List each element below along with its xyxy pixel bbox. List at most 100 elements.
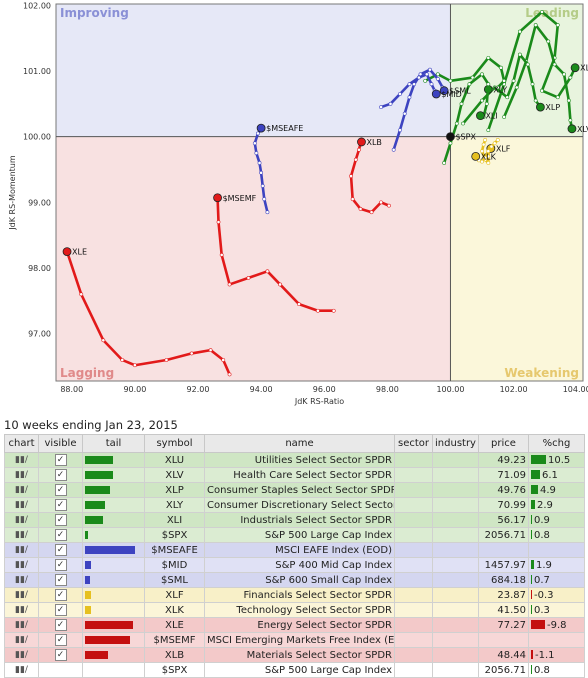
tail-point — [79, 292, 84, 297]
symbol-cell: $MSEAFE — [144, 542, 205, 558]
visible-checkbox[interactable]: ✓ — [54, 574, 67, 586]
visible-checkbox[interactable]: ✓ — [54, 529, 67, 541]
x-tick-label: 92.00 — [187, 385, 210, 394]
pct-change-cell: -9.8 — [528, 617, 585, 633]
series-label: XLF — [496, 144, 511, 153]
series-label: XLU — [580, 64, 588, 73]
chart-link-icon[interactable]: ▮▮/ — [4, 647, 39, 663]
visible-checkbox[interactable]: ✓ — [54, 619, 67, 631]
table-row[interactable]: ▮▮/ ✓ XLU Utilities Select Sector SPDR 49.23… — [4, 452, 585, 468]
tail-length-bar[interactable] — [85, 500, 105, 509]
series-tail-line — [349, 140, 391, 214]
symbol-cell: XLV — [144, 467, 205, 483]
tail-length-bar[interactable] — [85, 470, 113, 479]
visible-checkbox[interactable]: ✓ — [54, 514, 67, 526]
table-row[interactable]: ▮▮/ ✓ XLE Energy Select Sector SPDR 77.27 -9.… — [4, 617, 585, 633]
visible-checkbox[interactable]: ✓ — [54, 499, 67, 511]
visible-checkbox[interactable]: ✓ — [54, 544, 67, 556]
symbol-cell: XLF — [144, 587, 205, 603]
chart-link-icon[interactable]: ▮▮/ — [4, 602, 39, 618]
col-header-sector[interactable]: sector — [394, 434, 433, 453]
plot-border — [55, 3, 584, 382]
table-row[interactable]: ▮▮/ ✓ XLK Technology Select Sector SPDR 41.5… — [4, 602, 585, 618]
col-header-chart[interactable]: chart — [4, 434, 39, 453]
tail-length-bar[interactable] — [85, 590, 91, 599]
table-row[interactable]: ▮▮/ ✓ XLI Industrials Select Sector SPDR 56.… — [4, 512, 585, 528]
table-row[interactable]: ▮▮/ ✓ XLP Consumer Staples Select Sector SP… — [4, 482, 585, 498]
pct-change-value: -1.1 — [535, 649, 555, 661]
chart-link-icon[interactable]: ▮▮/ — [4, 527, 39, 543]
tail-length-bar[interactable] — [85, 560, 91, 569]
col-header-industry[interactable]: industry — [432, 434, 479, 453]
chart-link-icon[interactable]: ▮▮/ — [4, 482, 39, 498]
price-cell: 2056.71 — [478, 527, 529, 543]
table-row[interactable]: ▮▮/ ✓ XLY Consumer Discretionary Select Sec… — [4, 497, 585, 513]
chart-link-icon[interactable]: ▮▮/ — [4, 632, 39, 648]
table-row[interactable]: ▮▮/ ✓ $MID S&P 400 Mid Cap Index 1457.97 1.9 — [4, 557, 585, 573]
visible-checkbox[interactable]: ✓ — [54, 484, 67, 496]
table-row[interactable]: ▮▮/ ✓ $SPX S&P 500 Large Cap Index 2056.71 0.… — [4, 527, 585, 543]
price-cell: 48.44 — [478, 647, 529, 663]
tail-point — [533, 98, 538, 103]
name-cell: S&P 400 Mid Cap Index — [204, 557, 395, 573]
col-header-tail[interactable]: tail — [82, 434, 145, 453]
visible-checkbox[interactable]: ✓ — [54, 649, 67, 661]
tail-point — [486, 161, 491, 165]
symbol-cell: $MSEMF — [144, 632, 205, 648]
tail-length-bar[interactable] — [85, 455, 113, 464]
sector-cell — [394, 632, 433, 648]
tail-length-bar[interactable] — [85, 530, 88, 539]
tail-point — [484, 101, 489, 106]
tail-length-bar[interactable] — [85, 620, 133, 629]
y-tick-label: 97.00 — [28, 330, 51, 339]
pct-change-cell: 0.8 — [528, 527, 585, 543]
tail-point — [221, 358, 226, 362]
tail-point — [517, 52, 522, 57]
col-header-pct-change[interactable]: %chg — [528, 434, 585, 453]
visible-checkbox[interactable]: ✓ — [54, 469, 67, 481]
pct-change-cell — [528, 542, 585, 558]
chart-link-icon[interactable]: ▮▮/ — [4, 572, 39, 588]
visible-checkbox[interactable]: ✓ — [54, 604, 67, 616]
col-header-visible[interactable]: visible — [38, 434, 83, 453]
chart-link-icon[interactable]: ▮▮/ — [4, 542, 39, 558]
table-row[interactable]: ▮▮/ ✓ $MSEAFE MSCI EAFE Index (EOD) — [4, 542, 585, 558]
tail-length-bar[interactable] — [85, 605, 91, 614]
visible-checkbox[interactable]: ✓ — [54, 454, 67, 466]
tail-point — [511, 78, 516, 83]
price-cell: 71.09 — [478, 467, 529, 483]
tail-length-bar[interactable] — [85, 485, 110, 494]
col-header-name[interactable]: name — [204, 434, 395, 453]
chart-link-icon[interactable]: ▮▮/ — [4, 497, 39, 513]
table-row[interactable]: ▮▮/ ✓ XLF Financials Select Sector SPDR 23.8… — [4, 587, 585, 603]
chart-link-icon[interactable]: ▮▮/ — [4, 467, 39, 483]
tail-length-bar[interactable] — [85, 635, 130, 644]
chart-link-icon[interactable]: ▮▮/ — [4, 617, 39, 633]
pct-change-bar — [531, 560, 534, 569]
table-row[interactable]: ▮▮/ ✓ XLB Materials Select Sector SPDR 48.44… — [4, 647, 585, 663]
tail-point — [349, 174, 353, 178]
symbol-cell: $MID — [144, 557, 205, 573]
table-row[interactable]: ▮▮/ ✓ XLV Health Care Select Sector SPDR 71.… — [4, 467, 585, 483]
chart-link-icon[interactable]: ▮▮/ — [4, 512, 39, 528]
chart-link-icon[interactable]: ▮▮/ — [4, 662, 39, 678]
col-header-symbol[interactable]: symbol — [144, 434, 205, 453]
table-row[interactable]: ▮▮/ ✓ $SML S&P 600 Small Cap Index 684.18 0.7 — [4, 572, 585, 588]
chart-link-icon[interactable]: ▮▮/ — [4, 587, 39, 603]
pct-change-bar — [531, 515, 532, 524]
chart-link-icon[interactable]: ▮▮/ — [4, 452, 39, 468]
tail-length-bar[interactable] — [85, 545, 135, 554]
tail-length-bar[interactable] — [85, 575, 90, 584]
chart-link-icon[interactable]: ▮▮/ — [4, 557, 39, 573]
visible-checkbox[interactable]: ✓ — [54, 559, 67, 571]
table-row[interactable]: ▮▮/ $SPX S&P 500 Large Cap Index 2056.71 0.8 — [4, 662, 585, 678]
visible-checkbox[interactable]: ✓ — [54, 634, 67, 646]
table-row[interactable]: ▮▮/ ✓ $MSEMF MSCI Emerging Markets Free Ind… — [4, 632, 585, 648]
series-tail-line — [502, 23, 574, 131]
tail-point — [265, 210, 270, 215]
col-header-price[interactable]: price — [478, 434, 529, 453]
visible-checkbox[interactable]: ✓ — [54, 589, 67, 601]
series-xlb: XLB — [349, 137, 391, 215]
tail-length-bar[interactable] — [85, 650, 108, 659]
tail-length-bar[interactable] — [85, 515, 103, 524]
